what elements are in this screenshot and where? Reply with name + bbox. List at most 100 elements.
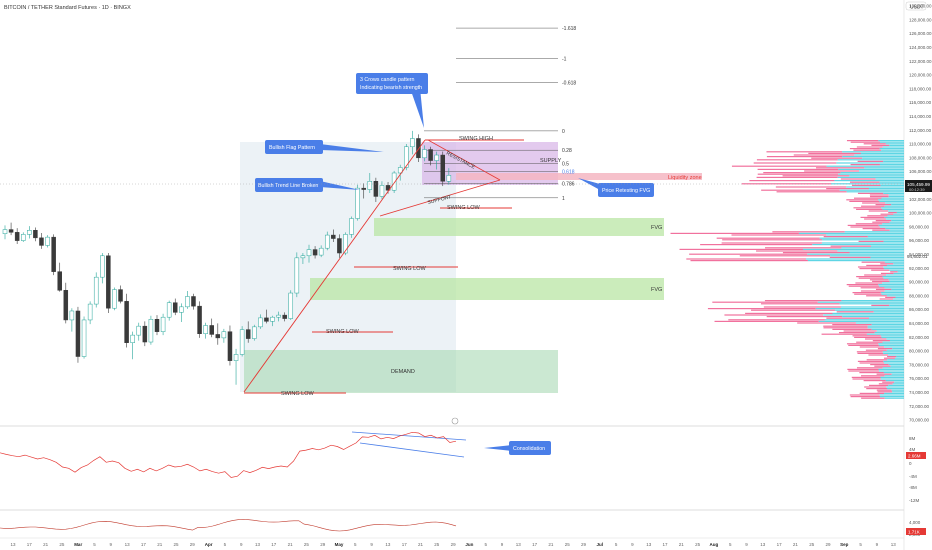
volume-profile-bar bbox=[888, 212, 897, 214]
volume-profile-bar bbox=[880, 292, 904, 294]
volume-profile-bar bbox=[896, 356, 904, 358]
volume-profile-bar bbox=[884, 216, 904, 218]
volume-profile-bar bbox=[721, 242, 822, 244]
volume-profile-bar bbox=[830, 183, 904, 185]
candle-body bbox=[57, 271, 62, 291]
candle-body bbox=[385, 185, 391, 191]
volume-profile-bar bbox=[888, 196, 904, 198]
volume-profile-bar bbox=[852, 378, 881, 380]
consolidation-lower-line[interactable] bbox=[359, 442, 465, 458]
flag-resistance-line[interactable] bbox=[427, 139, 501, 181]
volume-profile-bar bbox=[886, 274, 904, 276]
time-tick-label: 25 bbox=[59, 542, 65, 547]
volume-profile-bar bbox=[880, 263, 894, 265]
volume-profile-bar bbox=[837, 159, 904, 161]
volume-profile bbox=[670, 140, 904, 399]
last-price-badge bbox=[905, 180, 932, 192]
volume-profile-bar bbox=[880, 335, 904, 337]
price-tick-label: 92,000.00 bbox=[909, 266, 930, 271]
volume-profile-bar bbox=[793, 154, 855, 156]
volume-profile-bar bbox=[865, 349, 887, 351]
volume-profile-bar bbox=[889, 280, 904, 282]
candle-body bbox=[294, 257, 300, 294]
trend-callout-box[interactable] bbox=[255, 178, 323, 192]
time-tick-label: 29 bbox=[190, 542, 196, 547]
volume-profile-bar bbox=[889, 269, 904, 271]
volume-profile-bar bbox=[716, 237, 820, 239]
candle-body bbox=[331, 234, 336, 239]
volume-profile-bar bbox=[772, 231, 845, 233]
consolidation-callout-box[interactable] bbox=[509, 441, 551, 455]
volume-profile-bar bbox=[832, 324, 872, 326]
volume-profile-bar bbox=[881, 197, 904, 199]
retest-callout-box[interactable] bbox=[598, 183, 654, 197]
supply-label: SUPPLY bbox=[540, 158, 562, 164]
time-tick-label: 21 bbox=[793, 542, 799, 547]
oscillator-pane: 8M 4M 0 -4M -8M -12M 2.66M bbox=[0, 417, 926, 503]
candle-body bbox=[118, 289, 123, 302]
currency-badge[interactable]: USDT bbox=[910, 5, 924, 11]
crows-callout-box[interactable] bbox=[356, 73, 428, 94]
alert-icon[interactable] bbox=[451, 417, 459, 425]
volume-profile-bar bbox=[888, 279, 904, 281]
time-tick-label: 25 bbox=[695, 542, 701, 547]
volume-profile-bar bbox=[882, 276, 904, 278]
demand-label: DEMAND bbox=[391, 369, 415, 375]
volume-profile-bar bbox=[869, 384, 889, 386]
volume-profile-bar bbox=[890, 365, 904, 367]
volume-profile-bar bbox=[882, 351, 904, 353]
candle-body bbox=[324, 234, 330, 249]
volume-profile-bar bbox=[891, 220, 904, 222]
price-axis[interactable]: 130,000.00 128,000.00 126,000.00 124,000.00… bbox=[909, 4, 932, 423]
time-tick-label: 9 bbox=[110, 542, 113, 547]
volume-profile-bar bbox=[883, 240, 904, 242]
volume-profile-bar bbox=[838, 168, 904, 170]
candle-body bbox=[373, 181, 379, 197]
volume-profile-bar bbox=[871, 304, 890, 306]
volume-profile-bar bbox=[893, 272, 904, 274]
volume-profile-bar bbox=[849, 200, 880, 202]
consolidation-upper-line[interactable] bbox=[351, 431, 467, 441]
volume-profile-bar bbox=[882, 208, 904, 210]
volume-profile-bar bbox=[838, 173, 904, 175]
volume-profile-bar bbox=[856, 341, 883, 343]
time-tick-label: 9 bbox=[501, 542, 504, 547]
currency-badge-box[interactable] bbox=[905, 1, 927, 11]
volume-profile-bar bbox=[873, 311, 904, 313]
fib-level-label: 1 bbox=[562, 196, 565, 202]
volume-profile-bar bbox=[850, 226, 880, 228]
price-tick-label: 84,000.00 bbox=[909, 321, 930, 326]
volume-profile-bar bbox=[875, 204, 892, 206]
candle-body bbox=[361, 187, 366, 190]
candle-body bbox=[440, 154, 446, 182]
time-tick-label: 21 bbox=[548, 542, 554, 547]
last-price-time: 00:12:39 bbox=[909, 187, 925, 192]
volume-profile-bar bbox=[887, 264, 904, 266]
liquidity-label: Liquidity zone bbox=[668, 175, 702, 181]
candle-body bbox=[404, 146, 409, 168]
time-tick-label: 9 bbox=[370, 542, 373, 547]
bullflag-callout-box[interactable] bbox=[265, 140, 323, 154]
volume-profile-bar bbox=[870, 196, 889, 198]
candle-body bbox=[63, 290, 69, 321]
volume-profile-bar bbox=[728, 319, 825, 321]
volume-profile-bar bbox=[894, 381, 904, 383]
price-tick-label: 116,000.00 bbox=[909, 100, 932, 105]
volume-profile-bar bbox=[866, 359, 888, 361]
volume-profile-bar bbox=[878, 383, 893, 385]
volume-profile-bar bbox=[846, 343, 879, 345]
time-tick-label: 29 bbox=[825, 542, 831, 547]
candle-body bbox=[428, 149, 433, 161]
candles-layer bbox=[2, 130, 452, 385]
candle-body bbox=[434, 154, 439, 161]
volume-profile-bar bbox=[826, 165, 904, 167]
volume-profile-bar bbox=[757, 168, 839, 170]
time-axis[interactable]: 13 17 21 25 Mar 5 9 13 17 21 25 29 Apr 5 9 13 17 21 25 29 Ma… bbox=[10, 542, 896, 547]
flag-support-line[interactable] bbox=[379, 179, 501, 217]
swing-low-label-1: SWING LOW bbox=[447, 205, 481, 211]
volume-profile-bar bbox=[872, 221, 890, 223]
volume-profile-bar bbox=[763, 172, 841, 174]
bullish-trend-line[interactable] bbox=[243, 139, 426, 393]
volume-profile-bar bbox=[870, 256, 904, 258]
